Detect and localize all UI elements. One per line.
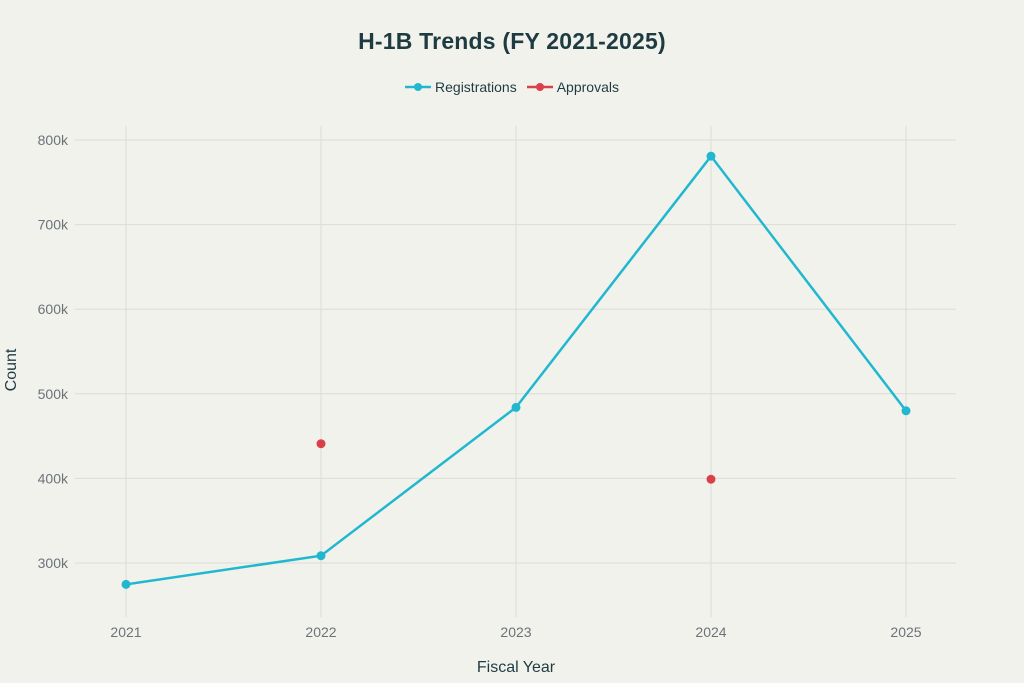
approvals-line-marker-icon: [526, 83, 553, 91]
registrations-point[interactable]: [706, 151, 716, 161]
legend-label: Registrations: [435, 79, 517, 95]
x-axis-ticks: 2021 2022 2023 2024 2025: [110, 624, 921, 640]
gridlines: [75, 126, 956, 617]
x-tick-label: 2022: [305, 624, 336, 640]
data-series: [121, 151, 911, 589]
y-tick-label: 500k: [38, 386, 69, 402]
legend-item-registrations[interactable]: Registrations: [405, 79, 517, 95]
y-axis-title: Count: [3, 348, 20, 391]
legend-item-approvals[interactable]: Approvals: [526, 79, 619, 95]
registrations-point[interactable]: [511, 402, 521, 412]
y-tick-label: 600k: [38, 301, 69, 317]
registrations-point[interactable]: [121, 579, 131, 589]
y-tick-label: 700k: [38, 217, 69, 233]
legend: Registrations Approvals: [0, 79, 1024, 95]
y-tick-label: 300k: [38, 555, 69, 571]
y-tick-label: 800k: [38, 132, 69, 148]
registrations-point[interactable]: [901, 406, 911, 416]
registrations-point[interactable]: [316, 551, 326, 561]
chart-title: H-1B Trends (FY 2021-2025): [358, 28, 666, 54]
x-tick-label: 2023: [500, 624, 531, 640]
y-tick-label: 400k: [38, 470, 69, 486]
x-tick-label: 2021: [110, 624, 141, 640]
approvals-point[interactable]: [316, 439, 326, 449]
approvals-point[interactable]: [706, 474, 716, 484]
registrations-line-marker-icon: [405, 83, 432, 91]
y-axis-ticks: 300k 400k 500k 600k 700k 800k: [38, 132, 69, 571]
legend-label: Approvals: [556, 79, 619, 95]
x-axis-title: Fiscal Year: [477, 659, 556, 676]
x-tick-label: 2025: [890, 624, 921, 640]
x-tick-label: 2024: [695, 624, 726, 640]
